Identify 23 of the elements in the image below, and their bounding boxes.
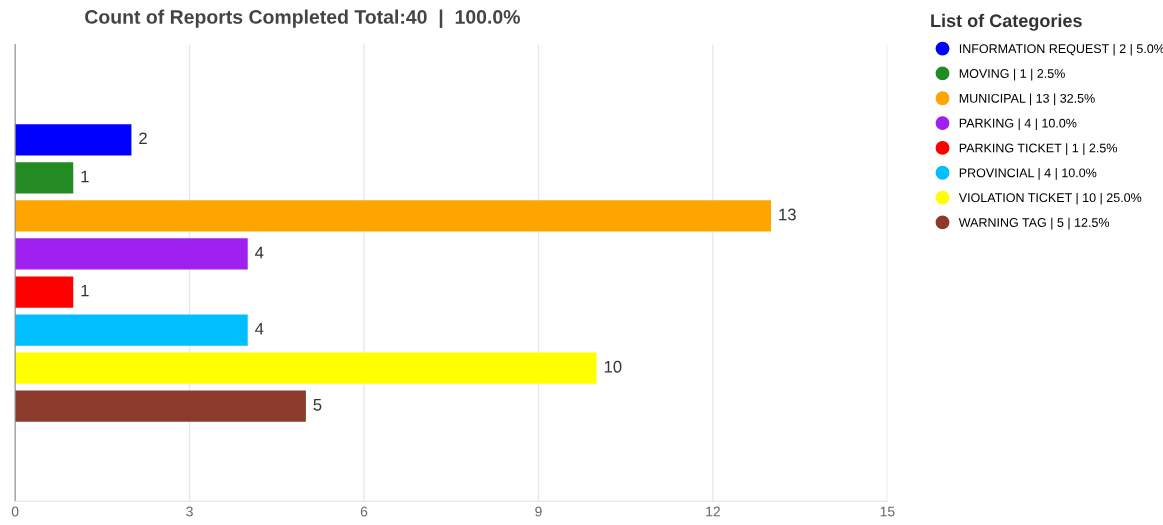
legend-label: MUNICIPAL | 13 | 32.5% [959,93,1095,106]
legend-label: VIOLATION TICKET | 10 | 25.0% [958,192,1142,205]
data-label: 4 [255,246,264,259]
data-label: 1 [81,170,89,183]
data-label: 13 [779,208,796,221]
x-tick-label: 12 [706,506,720,517]
legend-title: List of Categories [931,13,1082,31]
x-tick-label: 0 [11,506,19,517]
x-tick-label: 15 [880,506,895,517]
legend-label: WARNING TAG | 5 | 12.5% [958,217,1110,230]
data-label: 5 [313,399,322,411]
data-label: 10 [604,360,622,373]
data-label: 1 [81,284,89,297]
chart-title: Count of Reports Completed Total:40 | 100.0% [85,9,520,28]
data-label: 2 [139,132,147,145]
legend-label: MOVING | 1 | 2.5% [959,68,1065,81]
x-tick-label: 3 [186,506,193,517]
x-tick-label: 9 [535,506,542,517]
legend-label: PARKING | 4 | 10.0% [959,118,1077,131]
x-tick-label: 6 [360,506,368,517]
legend-label: PROVINCIAL | 4 | 10.0% [959,168,1097,180]
legend-label: PARKING TICKET | 1 | 2.5% [959,143,1117,155]
data-label: 4 [255,322,264,335]
